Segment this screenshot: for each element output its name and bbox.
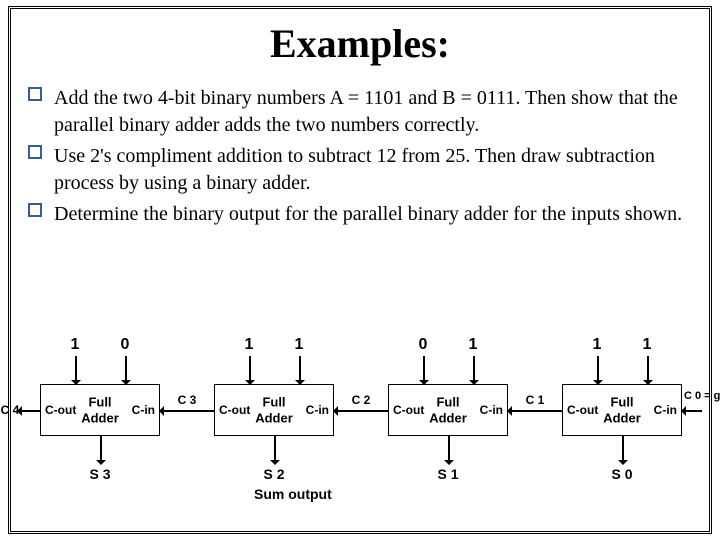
carry-label: C 3 — [178, 393, 197, 407]
adder-label: Full Adder — [81, 394, 119, 425]
input-arrow — [125, 356, 127, 384]
input-arrow — [647, 356, 649, 384]
full-adder-box: Full Adder C-out C-in — [388, 384, 508, 436]
input-bit: 1 — [295, 336, 304, 354]
carry-label: C 1 — [526, 393, 545, 407]
sum-bit-label: S 2 — [263, 466, 284, 482]
input-arrow — [75, 356, 77, 384]
full-adder-box: Full Adder C-out C-in — [40, 384, 160, 436]
input-arrow — [423, 356, 425, 384]
output-arrow — [274, 436, 276, 464]
full-adder-box: Full Adder C-out C-in — [214, 384, 334, 436]
input-bit: 1 — [593, 336, 602, 354]
port-cout: C-out — [393, 403, 424, 417]
bullet-list: Add the two 4-bit binary numbers A = 110… — [28, 85, 692, 228]
carry-arrow — [508, 410, 562, 412]
input-bit: 0 — [121, 336, 130, 354]
output-arrow — [448, 436, 450, 464]
full-adder-box: Full Adder C-out C-in — [562, 384, 682, 436]
port-cin: C-in — [654, 403, 677, 417]
carry-label: C 4 — [1, 403, 20, 417]
bullet-item: Add the two 4-bit binary numbers A = 110… — [28, 85, 692, 139]
adder-label: Full Adder — [603, 394, 641, 425]
carry-in-arrow — [682, 410, 702, 412]
gnd-label: C 0 = gnd — [684, 390, 720, 402]
input-bit: 1 — [469, 336, 478, 354]
bullet-square-icon — [28, 87, 42, 101]
port-cin: C-in — [480, 403, 503, 417]
port-cout: C-out — [219, 403, 250, 417]
output-arrow — [100, 436, 102, 464]
input-arrow — [249, 356, 251, 384]
port-cout: C-out — [45, 403, 76, 417]
bullet-item: Determine the binary output for the para… — [28, 201, 692, 228]
page-title: Examples: — [28, 20, 692, 67]
input-arrow — [473, 356, 475, 384]
input-bit: 1 — [643, 336, 652, 354]
sum-output-label: Sum output — [254, 486, 332, 502]
bullet-square-icon — [28, 145, 42, 159]
port-cin: C-in — [306, 403, 329, 417]
bullet-square-icon — [28, 203, 42, 217]
bullet-text: Use 2's compliment addition to subtract … — [54, 145, 655, 194]
adder-label: Full Adder — [255, 394, 293, 425]
sum-bit-label: S 1 — [437, 466, 458, 482]
input-bit: 1 — [245, 336, 254, 354]
adder-diagram: Full AdderC-outC-inC 410S 3Full AdderC-o… — [14, 330, 720, 530]
bullet-text: Determine the binary output for the para… — [54, 203, 682, 225]
slide-content: Examples: Add the two 4-bit binary numbe… — [28, 20, 692, 520]
port-cin: C-in — [132, 403, 155, 417]
carry-arrow — [160, 410, 214, 412]
bullet-text: Add the two 4-bit binary numbers A = 110… — [54, 87, 678, 136]
sum-bit-label: S 0 — [611, 466, 632, 482]
bullet-item: Use 2's compliment addition to subtract … — [28, 143, 692, 197]
carry-label: C 2 — [352, 393, 371, 407]
carry-arrow — [334, 410, 388, 412]
output-arrow — [622, 436, 624, 464]
input-bit: 1 — [71, 336, 80, 354]
sum-bit-label: S 3 — [89, 466, 110, 482]
port-cout: C-out — [567, 403, 598, 417]
carry-arrow — [18, 410, 40, 412]
input-bit: 0 — [419, 336, 428, 354]
adder-label: Full Adder — [429, 394, 467, 425]
input-arrow — [597, 356, 599, 384]
input-arrow — [299, 356, 301, 384]
